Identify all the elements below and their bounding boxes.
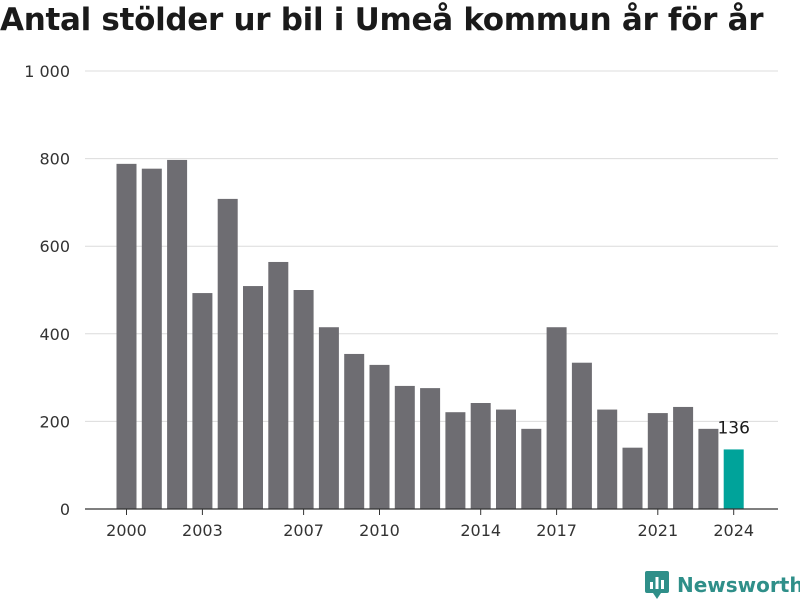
bar-2014 — [470, 403, 491, 509]
gridlines — [85, 70, 778, 422]
bars — [116, 159, 744, 509]
bar-2012 — [420, 388, 441, 509]
bar-2019 — [597, 409, 618, 509]
x-tick-label: 2007 — [283, 521, 324, 540]
bar-2020 — [622, 447, 643, 509]
chart-title: Antal stölder ur bil i Umeå kommun år fö… — [0, 2, 764, 38]
x-tick-label: 2014 — [460, 521, 501, 540]
bar-2002 — [167, 159, 188, 509]
bar-2009 — [344, 353, 365, 509]
labels: 0 200 400 600 800 1 000 136 2000 2003 2007 2010 201… — [24, 62, 754, 540]
bar-2024 — [723, 449, 744, 509]
bar-2023 — [698, 428, 719, 509]
bar-chart-badge-icon — [645, 571, 669, 599]
bar-2001 — [141, 168, 162, 509]
y-tick-label: 0 — [60, 500, 70, 519]
y-tick-label: 400 — [39, 325, 70, 344]
x-tick-label: 2017 — [536, 521, 577, 540]
x-tick-label: 2024 — [713, 521, 754, 540]
x-tick-label: 2003 — [182, 521, 223, 540]
bar-2008 — [318, 327, 339, 509]
y-tick-label: 600 — [39, 237, 70, 256]
bar-2011 — [394, 385, 415, 509]
bar-2006 — [268, 261, 289, 509]
bar-2015 — [496, 409, 516, 509]
bar-2005 — [243, 286, 263, 509]
brand-logo: Newsworthy — [644, 570, 800, 600]
bar-2013 — [445, 412, 466, 509]
bar-2017 — [546, 327, 567, 509]
x-tick-label: 2000 — [106, 521, 147, 540]
bar-2010 — [369, 364, 390, 509]
bar-2021 — [647, 413, 668, 509]
bar-2018 — [571, 362, 592, 509]
x-tick-label: 2010 — [359, 521, 400, 540]
y-tick-label: 200 — [39, 412, 70, 431]
bar-2007 — [293, 290, 314, 509]
data-label-2024: 136 — [717, 418, 749, 438]
y-tick-label: 800 — [39, 150, 70, 169]
bar-2000 — [116, 163, 137, 509]
axes — [85, 508, 778, 515]
bar-2003 — [192, 293, 213, 509]
y-tick-label: 1 000 — [24, 62, 70, 81]
x-tick-label: 2021 — [637, 521, 678, 540]
bar-2004 — [217, 198, 238, 509]
bar-2022 — [673, 406, 694, 509]
bar-2016 — [521, 428, 542, 509]
brand-name: Newsworthy — [677, 573, 800, 597]
